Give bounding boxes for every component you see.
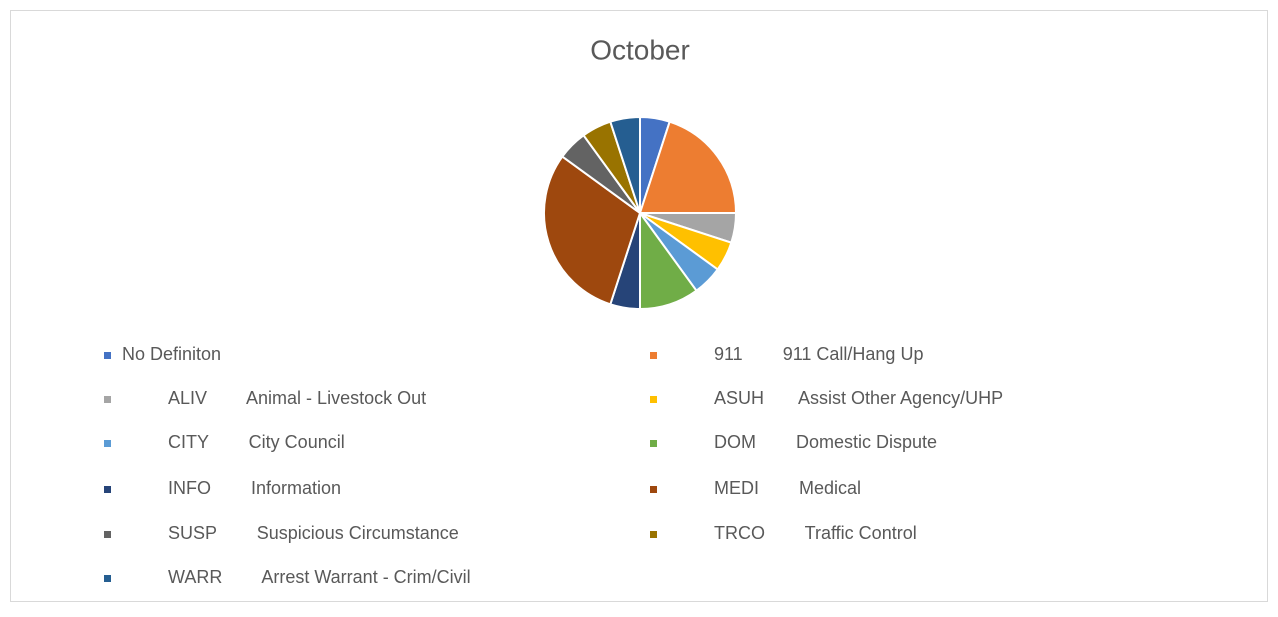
legend-swatch — [104, 531, 111, 538]
legend-swatch — [650, 531, 657, 538]
legend-label: INFO Information — [168, 478, 341, 498]
legend-swatch — [104, 575, 111, 582]
legend-label: 911 911 Call/Hang Up — [714, 344, 923, 364]
pie-slice — [543, 155, 642, 306]
legend-label: TRCO Traffic Control — [714, 523, 917, 543]
pie-slice — [609, 115, 641, 214]
legend-label: MEDI Medical — [714, 478, 861, 498]
legend-swatch — [104, 486, 111, 493]
legend-label: WARR Arrest Warrant - Crim/Civil — [168, 567, 471, 587]
legend-label: ALIV Animal - Livestock Out — [168, 388, 426, 408]
legend-swatch — [650, 396, 657, 403]
legend-swatch — [104, 352, 111, 359]
legend-swatch — [104, 396, 111, 403]
legend-swatch — [650, 352, 657, 359]
legend-label: SUSP Suspicious Circumstance — [168, 523, 459, 543]
pie-slice — [638, 120, 738, 214]
legend-label: CITY City Council — [168, 432, 345, 452]
legend-label: ASUH Assist Other Agency/UHP — [714, 388, 1003, 408]
legend-label: DOM Domestic Dispute — [714, 432, 937, 452]
legend-swatch — [650, 486, 657, 493]
legend-label: No Definiton — [122, 344, 221, 364]
legend-swatch — [650, 440, 657, 447]
legend-swatch — [104, 440, 111, 447]
chart-title: October — [590, 34, 690, 65]
